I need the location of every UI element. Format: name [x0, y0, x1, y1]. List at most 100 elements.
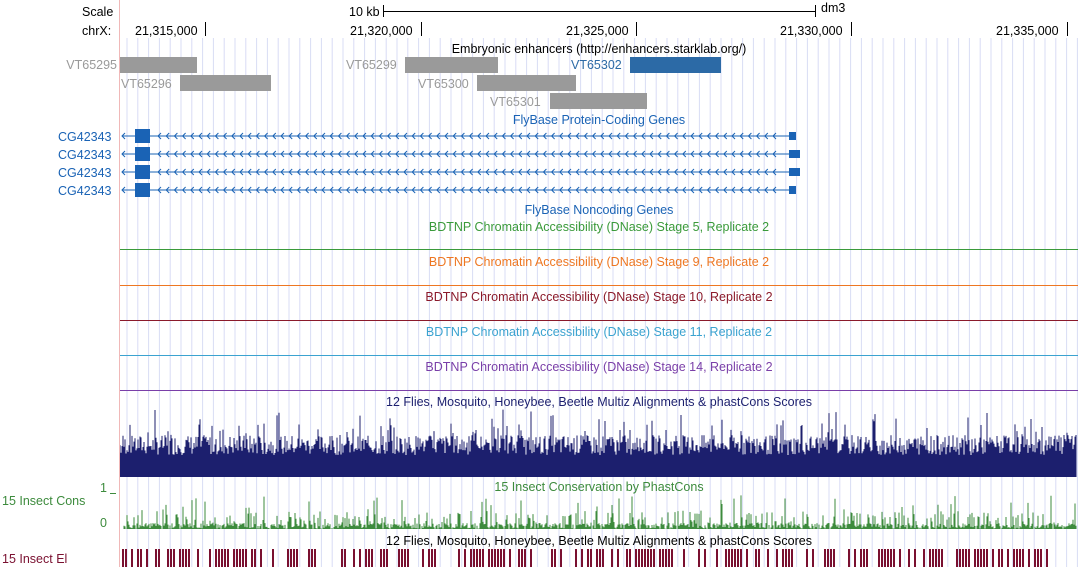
- strand-arrow: [534, 132, 539, 140]
- dnase-track-signal[interactable]: [120, 390, 1078, 391]
- strand-arrow: [231, 132, 236, 140]
- strand-arrow: [272, 132, 277, 140]
- enhancer-label[interactable]: VT65296: [121, 77, 172, 91]
- gene-label[interactable]: CG42343: [58, 148, 112, 162]
- strand-arrow: [181, 168, 186, 176]
- strand-arrow: [600, 186, 605, 194]
- strand-arrow: [190, 132, 195, 140]
- strand-arrow: [354, 150, 359, 158]
- enhancer-feature[interactable]: [477, 75, 576, 91]
- strand-arrow: [698, 168, 703, 176]
- strand-arrow: [214, 168, 219, 176]
- strand-arrow: [214, 186, 219, 194]
- strand-arrow: [567, 150, 572, 158]
- strand-arrow: [509, 132, 514, 140]
- strand-arrow: [329, 168, 334, 176]
- strand-arrow: [190, 186, 195, 194]
- strand-arrow: [567, 186, 572, 194]
- strand-arrow: [231, 186, 236, 194]
- strand-arrow: [386, 168, 391, 176]
- strand-arrow: [296, 150, 301, 158]
- strand-arrow: [493, 186, 498, 194]
- left-guide-line: [119, 0, 120, 567]
- elements-side-label[interactable]: 15 Insect El: [2, 552, 68, 566]
- enhancer-label[interactable]: VT65295: [66, 58, 117, 72]
- strand-arrow: [304, 132, 309, 140]
- enhancer-feature[interactable]: [120, 57, 197, 73]
- strand-arrow: [501, 186, 506, 194]
- dnase-track-signal[interactable]: [120, 285, 1078, 286]
- strand-arrow: [583, 150, 588, 158]
- strand-arrow: [764, 168, 769, 176]
- strand-arrow: [591, 186, 596, 194]
- strand-arrow: [641, 132, 646, 140]
- strand-arrow: [444, 150, 449, 158]
- strand-arrow: [304, 186, 309, 194]
- strand-arrow: [673, 186, 678, 194]
- gene-exon: [135, 147, 150, 161]
- strand-arrow: [641, 168, 646, 176]
- strand-arrow: [239, 186, 244, 194]
- dnase-track-signal[interactable]: [120, 249, 1078, 250]
- phastcons-side-label[interactable]: 15 Insect Cons: [2, 494, 86, 508]
- enhancer-feature[interactable]: [180, 75, 271, 91]
- gene-label[interactable]: CG42343: [58, 184, 112, 198]
- dnase-track-signal[interactable]: [120, 320, 1078, 321]
- strand-arrow: [739, 186, 744, 194]
- strand-arrow: [764, 150, 769, 158]
- strand-arrow: [575, 132, 580, 140]
- strand-arrow: [723, 168, 728, 176]
- dnase-track-signal[interactable]: [120, 355, 1078, 356]
- strand-arrow: [632, 132, 637, 140]
- strand-arrow: [682, 168, 687, 176]
- strand-arrow: [624, 132, 629, 140]
- strand-arrow: [247, 186, 252, 194]
- strand-arrow: [485, 186, 490, 194]
- strand-arrow: [747, 168, 752, 176]
- strand-arrow: [206, 168, 211, 176]
- strand-arrow: [386, 132, 391, 140]
- strand-arrow: [411, 150, 416, 158]
- enhancer-label[interactable]: VT65299: [346, 58, 397, 72]
- enhancer-feature[interactable]: [550, 93, 647, 109]
- strand-arrow: [403, 168, 408, 176]
- strand-arrow: [370, 132, 375, 140]
- gene-exon: [789, 132, 796, 140]
- strand-arrow: [739, 132, 744, 140]
- strand-arrow: [624, 150, 629, 158]
- enhancer-label[interactable]: VT65302: [571, 58, 622, 72]
- strand-arrow: [378, 132, 383, 140]
- strand-arrow: [526, 132, 531, 140]
- strand-arrow: [452, 132, 457, 140]
- strand-arrow: [682, 132, 687, 140]
- strand-arrow: [403, 132, 408, 140]
- strand-arrow: [427, 168, 432, 176]
- strand-arrow: [313, 168, 318, 176]
- strand-arrow: [165, 150, 170, 158]
- strand-arrow: [255, 132, 260, 140]
- gene-label[interactable]: CG42343: [58, 130, 112, 144]
- strand-arrow: [231, 150, 236, 158]
- strand-arrow: [362, 168, 367, 176]
- strand-arrow: [608, 168, 613, 176]
- strand-arrow: [304, 150, 309, 158]
- strand-arrow: [591, 168, 596, 176]
- strand-arrow: [559, 168, 564, 176]
- strand-arrow: [706, 186, 711, 194]
- strand-arrow: [493, 150, 498, 158]
- enhancer-feature[interactable]: [405, 57, 498, 73]
- strand-arrow: [665, 150, 670, 158]
- strand-arrow: [739, 168, 744, 176]
- strand-arrow: [181, 186, 186, 194]
- enhancer-label[interactable]: VT65300: [418, 77, 469, 91]
- elements-track-title: 12 Flies, Mosquito, Honeybee, Beetle Mul…: [386, 534, 812, 548]
- strand-arrow: [345, 186, 350, 194]
- enhancer-label[interactable]: VT65301: [490, 95, 541, 109]
- enhancer-feature-highlighted[interactable]: [630, 57, 721, 73]
- gene-label[interactable]: CG42343: [58, 166, 112, 180]
